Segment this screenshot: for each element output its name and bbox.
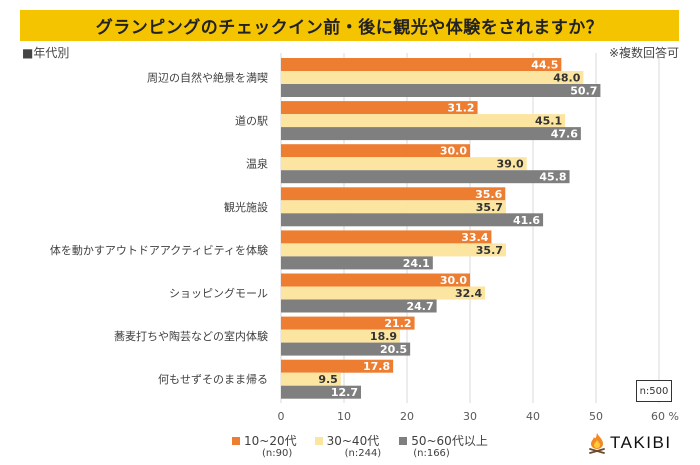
bar-value-label: 44.5 bbox=[531, 59, 558, 72]
category-label: 道の駅 bbox=[235, 114, 268, 128]
bar bbox=[281, 213, 544, 227]
bar-value-label: 30.0 bbox=[440, 274, 467, 287]
bar-value-label: 32.4 bbox=[455, 287, 482, 300]
x-tick-label: 0 bbox=[278, 410, 285, 423]
bar bbox=[281, 200, 506, 214]
bar bbox=[281, 316, 415, 330]
bar bbox=[281, 127, 581, 141]
campfire-icon bbox=[589, 433, 605, 454]
bar-value-label: 33.4 bbox=[461, 231, 488, 244]
legend-item-10-20: 10~20代 (n:90) bbox=[232, 432, 297, 459]
bar-value-label: 45.8 bbox=[539, 171, 566, 184]
legend-swatch-icon bbox=[314, 436, 323, 445]
legend-label: 10~20代 bbox=[244, 434, 297, 448]
chart-title: グランピングのチェックイン前・後に観光や体験をされますか？ bbox=[95, 18, 604, 38]
bar bbox=[281, 372, 341, 386]
bar bbox=[281, 230, 492, 244]
title-bar: グランピングのチェックイン前・後に観光や体験をされますか？ bbox=[20, 10, 679, 41]
bar-value-label: 39.0 bbox=[497, 158, 524, 171]
bar-value-label: 18.9 bbox=[370, 330, 397, 343]
legend-swatch-icon bbox=[232, 436, 240, 445]
bar-value-label: 41.6 bbox=[513, 214, 540, 227]
bar bbox=[281, 329, 401, 343]
multiple-answer-note: ※複数回答可 bbox=[608, 46, 679, 60]
bar bbox=[281, 157, 527, 171]
bar bbox=[281, 256, 433, 270]
category-labels: 周辺の自然や絶景を満喫道の駅温泉観光施設体を動かすアウトドアアクティビティを体験… bbox=[50, 71, 268, 387]
bar-value-label: 12.7 bbox=[331, 386, 358, 399]
bar-value-label: 30.0 bbox=[440, 145, 467, 158]
x-tick-label: 50 bbox=[589, 410, 603, 423]
brand-logo: TAKIBI bbox=[588, 432, 672, 454]
bar bbox=[281, 71, 584, 84]
legend-sample-size: (n:90) bbox=[262, 448, 293, 459]
bar bbox=[281, 101, 478, 115]
x-tick-label: 20 bbox=[400, 410, 414, 423]
legend-label: 30~40代 bbox=[326, 434, 380, 448]
legend-sample-size: (n:244) bbox=[344, 448, 382, 459]
bar-value-label: 24.7 bbox=[406, 300, 433, 313]
bar bbox=[281, 299, 437, 313]
x-tick-label: 60 % bbox=[651, 410, 679, 423]
bar bbox=[281, 286, 486, 300]
bar bbox=[281, 170, 570, 184]
bar bbox=[281, 144, 470, 158]
category-label: 体を動かすアウトドアアクティビティを体験 bbox=[50, 243, 268, 257]
bar-value-label: 35.7 bbox=[476, 244, 503, 257]
bar bbox=[281, 84, 601, 97]
bar-value-label: 35.7 bbox=[476, 201, 503, 214]
brand-name: TAKIBI bbox=[610, 433, 672, 452]
bar-value-label: 45.1 bbox=[535, 115, 562, 128]
bar-value-label: 35.6 bbox=[475, 188, 502, 201]
x-tick-label: 30 bbox=[463, 410, 477, 423]
bar-value-label: 17.8 bbox=[363, 360, 390, 373]
subgroup-label: ■年代別 bbox=[22, 46, 70, 60]
x-tick-label: 40 bbox=[526, 410, 540, 423]
category-label: 周辺の自然や絶景を満喫 bbox=[147, 71, 268, 85]
bar-value-label: 21.2 bbox=[384, 317, 411, 330]
legend-sample-size: (n:166) bbox=[413, 448, 450, 459]
x-tick-label: 10 bbox=[337, 410, 351, 423]
bar bbox=[281, 385, 362, 399]
legend-label: 50~60代以上 bbox=[411, 434, 488, 448]
legend-item-30-40: 30~40代 (n:244) bbox=[314, 432, 382, 459]
bar-value-label: 9.5 bbox=[318, 373, 338, 386]
sample-size-box: n:500 bbox=[636, 380, 672, 402]
axis-tick-labels: 0 10 20 30 40 50 60 % bbox=[278, 410, 679, 423]
bar bbox=[281, 114, 566, 128]
category-label: 観光施設 bbox=[224, 200, 268, 214]
category-label: 蕎麦打ちや陶芸などの室内体験 bbox=[114, 329, 268, 343]
bar-value-label: 47.6 bbox=[551, 128, 578, 141]
bar bbox=[281, 359, 394, 373]
legend: 10~20代 (n:90) 30~40代 (n:244) 50~60代以上 (n… bbox=[232, 432, 488, 459]
legend-swatch-icon bbox=[399, 436, 408, 445]
bar bbox=[281, 342, 411, 356]
bar-value-label: 24.1 bbox=[403, 257, 430, 270]
bar bbox=[281, 187, 506, 201]
bar bbox=[281, 243, 506, 257]
legend-item-50-60: 50~60代以上 (n:166) bbox=[399, 432, 488, 459]
bar-value-label: 50.7 bbox=[570, 85, 597, 98]
bar-value-label: 20.5 bbox=[380, 343, 407, 356]
category-label: ショッピングモール bbox=[169, 286, 268, 300]
category-label: 温泉 bbox=[246, 157, 268, 171]
category-label: 何もせずそのまま帰る bbox=[158, 373, 268, 386]
bar-value-label: 48.0 bbox=[553, 72, 580, 85]
bars: 44.548.050.7 31.2 45.147.6 30.0 39.0 45.8 35.6… bbox=[281, 58, 601, 399]
bar bbox=[281, 273, 470, 287]
bar bbox=[281, 58, 562, 71]
bar-value-label: 31.2 bbox=[447, 102, 474, 115]
